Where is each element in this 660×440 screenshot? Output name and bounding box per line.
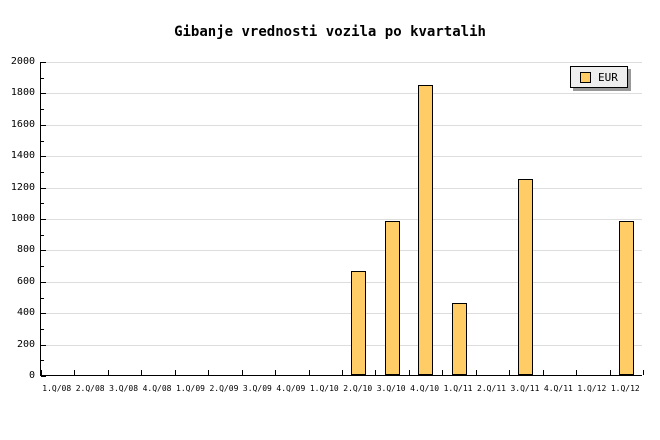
- y-tick-label: 200: [16, 338, 35, 350]
- y-major-tick: [41, 313, 46, 315]
- x-tick: [609, 370, 611, 375]
- gridline: [41, 219, 642, 220]
- x-tick-label: 3.Q/09: [242, 384, 272, 393]
- x-tick-label: 3.Q/11: [510, 384, 540, 393]
- gridline: [41, 250, 642, 252]
- x-tick: [275, 370, 277, 375]
- y-tick-label: 1400: [10, 150, 35, 162]
- x-tick-label: 1.Q/10: [309, 384, 339, 393]
- y-tick-label: 1000: [10, 213, 35, 224]
- x-tick-label: 1.Q/09: [176, 384, 205, 393]
- x-tick: [643, 370, 644, 375]
- y-major-tick: [41, 344, 46, 346]
- y-minor-tick: [41, 266, 44, 268]
- x-tick-label: 2.Q/09: [209, 384, 239, 393]
- x-tick-label: 2.Q/11: [477, 384, 506, 393]
- y-minor-tick: [41, 140, 44, 142]
- x-tick: [342, 370, 343, 375]
- bar: [518, 179, 534, 375]
- y-minor-tick: [41, 360, 44, 362]
- x-tick: [208, 370, 210, 375]
- legend-swatch-icon: [580, 71, 591, 83]
- y-minor-tick: [41, 109, 44, 111]
- x-tick: [241, 370, 243, 375]
- bar: [418, 85, 434, 375]
- bar: [451, 303, 467, 375]
- x-tick: [408, 370, 410, 375]
- x-tick: [576, 370, 578, 375]
- bar: [618, 221, 634, 375]
- y-minor-tick: [41, 297, 44, 299]
- x-tick: [509, 370, 511, 375]
- x-tick-label: 4.Q/10: [410, 384, 440, 393]
- y-major-tick: [41, 250, 46, 252]
- x-tick-label: 1.Q/12: [577, 384, 607, 393]
- gridline: [41, 187, 642, 189]
- x-tick: [542, 370, 544, 375]
- x-tick: [174, 370, 176, 375]
- gridline: [41, 156, 642, 158]
- y-tick-label: 1200: [10, 181, 35, 193]
- x-tick-label: 3.Q/08: [109, 384, 139, 393]
- y-major-tick: [41, 187, 46, 189]
- y-tick-label: 800: [16, 244, 35, 256]
- y-major-tick: [41, 124, 46, 126]
- y-major-tick: [41, 376, 46, 377]
- x-tick-label: 4.Q/08: [142, 384, 172, 393]
- gridline: [41, 62, 642, 63]
- plot-area: [40, 62, 644, 377]
- gridline: [41, 344, 642, 346]
- y-major-tick: [41, 219, 46, 220]
- x-tick: [442, 370, 444, 375]
- x-tick-label: 4.Q/11: [543, 384, 573, 393]
- y-major-tick: [41, 62, 46, 63]
- gridline: [41, 93, 642, 95]
- legend-label: EUR: [598, 70, 618, 84]
- x-tick-label: 3.Q/10: [376, 384, 406, 393]
- y-minor-tick: [41, 77, 44, 79]
- y-tick-label: 2000: [10, 56, 35, 67]
- gridline: [41, 313, 642, 315]
- x-tick: [141, 370, 143, 375]
- y-minor-tick: [41, 203, 44, 205]
- x-tick-label: 2.Q/08: [75, 384, 105, 393]
- y-major-tick: [41, 156, 46, 158]
- x-tick-label: 1.Q/11: [443, 384, 473, 393]
- gridline: [41, 281, 642, 283]
- legend: EUR: [570, 66, 628, 88]
- y-major-tick: [41, 281, 46, 283]
- y-tick-label: 0: [28, 370, 35, 381]
- x-tick: [74, 370, 76, 375]
- y-tick-label: 400: [16, 307, 35, 319]
- x-tick: [107, 370, 109, 375]
- y-tick-label: 1800: [10, 87, 35, 99]
- y-minor-tick: [41, 234, 44, 236]
- x-tick: [308, 370, 310, 375]
- bar: [384, 221, 400, 375]
- chart-title: Gibanje vrednosti vozila po kvartalih: [174, 24, 486, 40]
- y-tick-label: 1600: [10, 118, 35, 130]
- x-tick: [475, 370, 477, 375]
- x-tick-label: 1.Q/08: [42, 384, 72, 393]
- x-tick-label: 1.Q/12: [610, 384, 640, 393]
- bar: [351, 271, 367, 375]
- gridline: [41, 124, 642, 126]
- y-minor-tick: [41, 171, 44, 173]
- x-tick-label: 2.Q/10: [343, 384, 373, 393]
- x-tick: [375, 370, 377, 375]
- y-tick-label: 600: [16, 275, 35, 287]
- x-tick-label: 4.Q/09: [276, 384, 306, 393]
- x-tick: [41, 370, 42, 375]
- y-minor-tick: [41, 328, 44, 330]
- y-major-tick: [41, 93, 46, 95]
